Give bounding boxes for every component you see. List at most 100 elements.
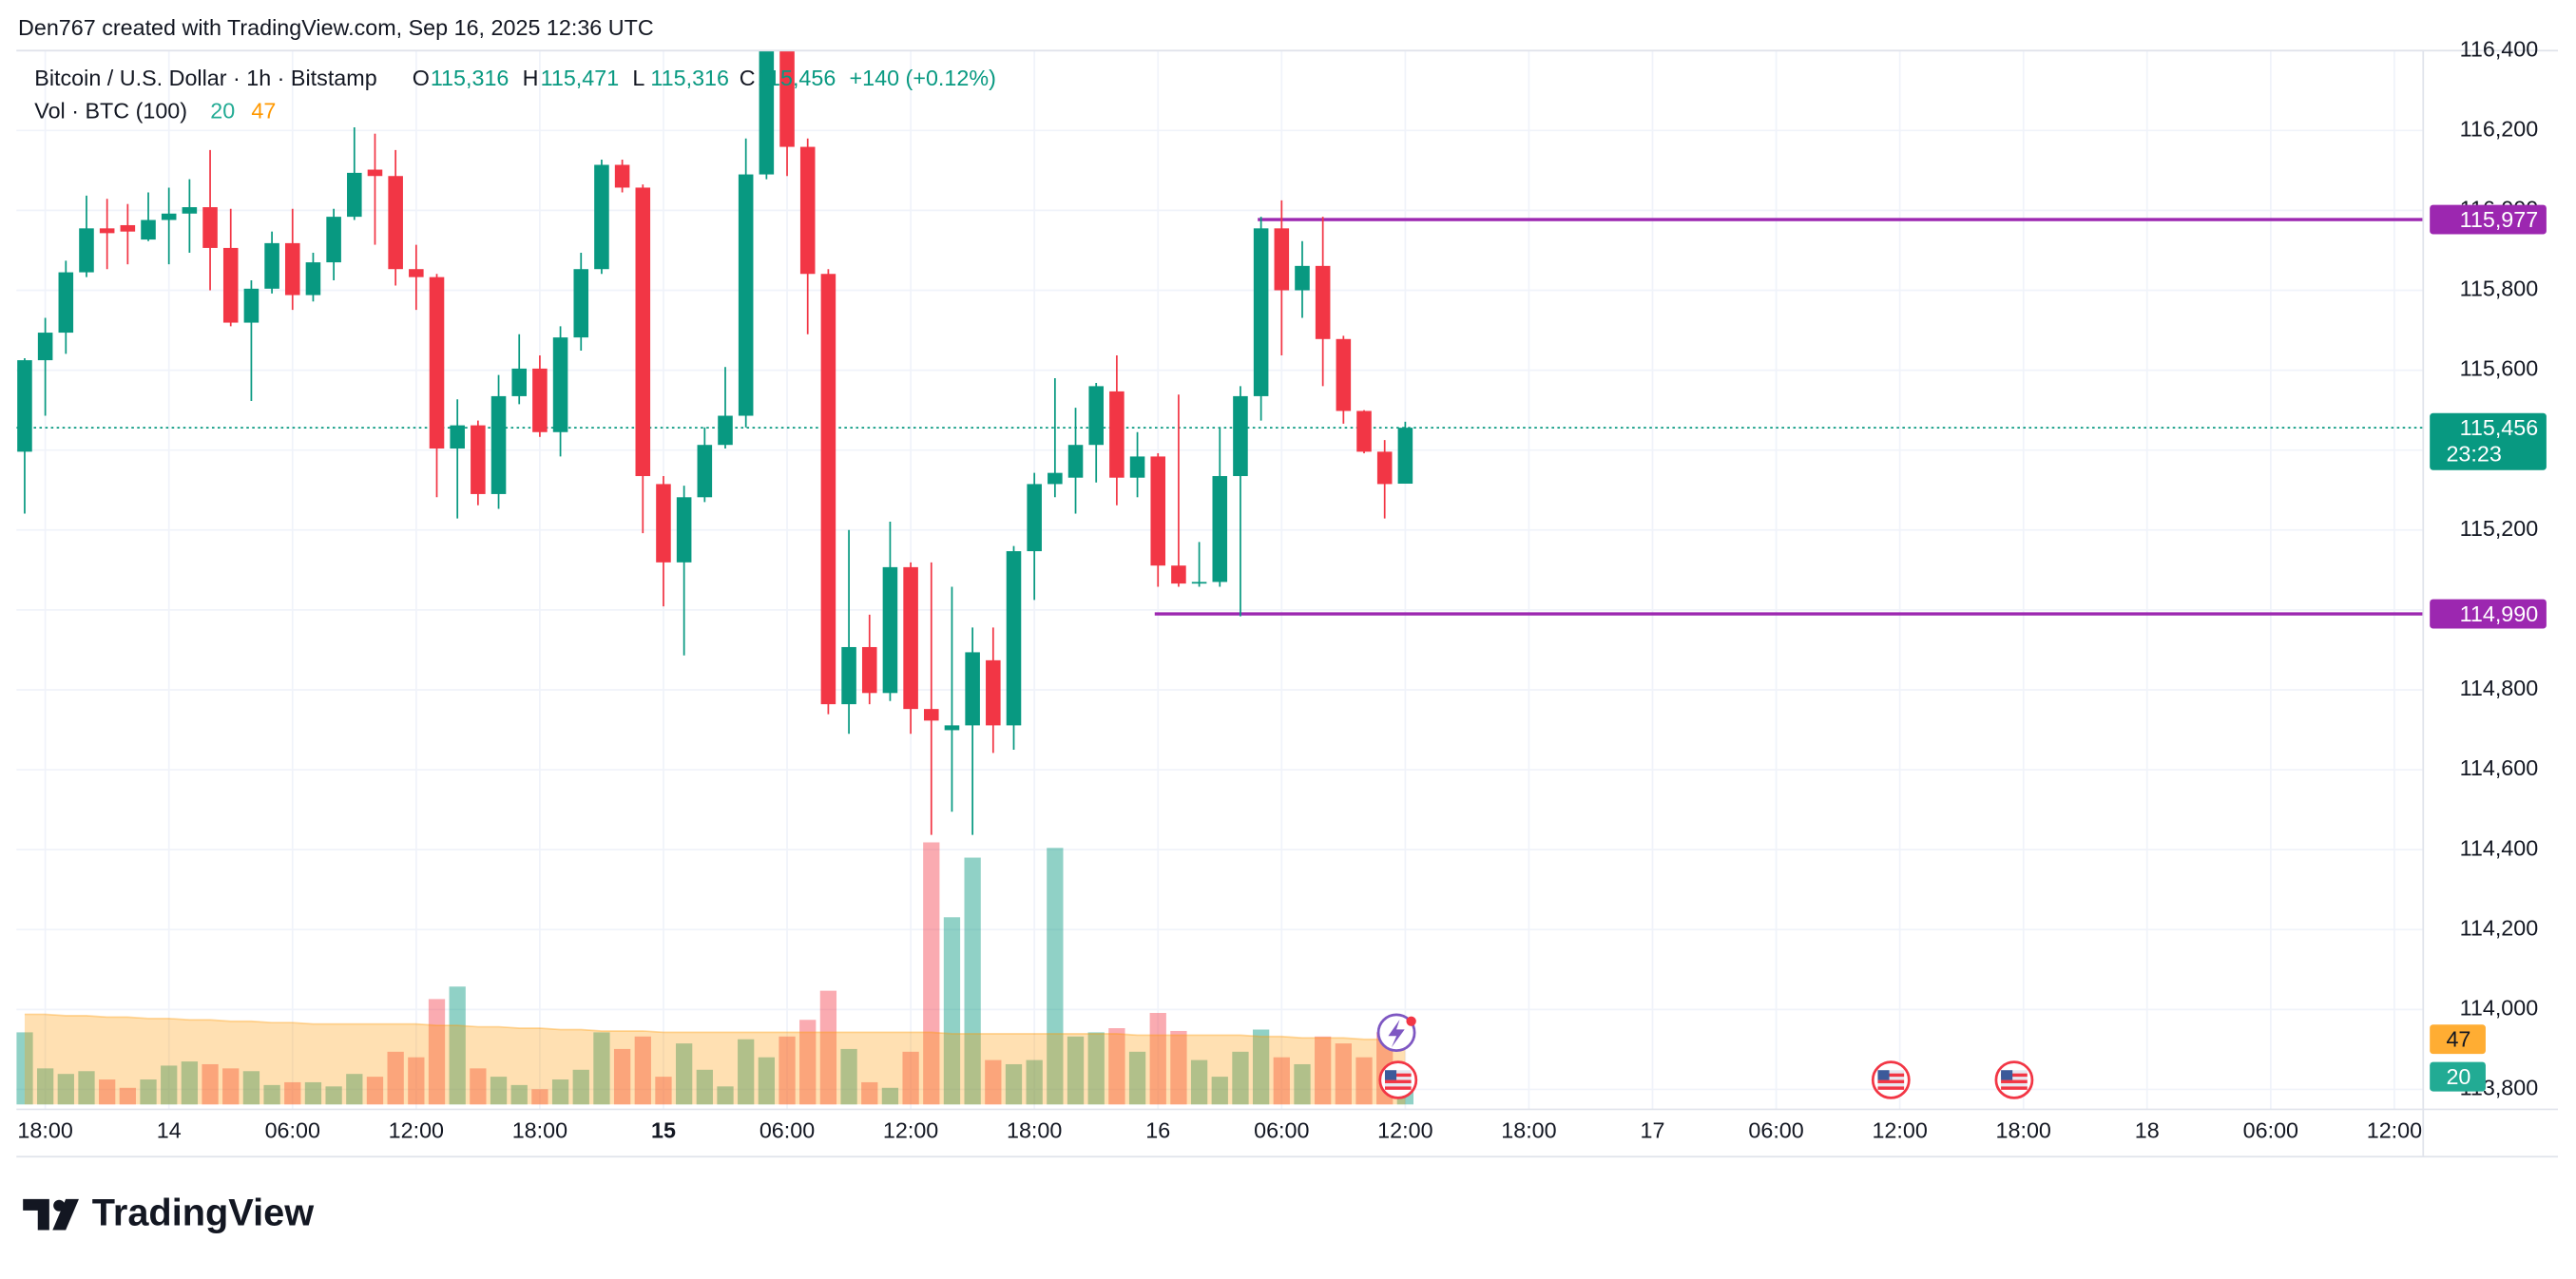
volume-bar: [1252, 1029, 1270, 1105]
volume-bar: [799, 1020, 817, 1105]
candle-body: [58, 272, 74, 334]
volume-bar: [1273, 1057, 1290, 1105]
volume-bar: [572, 1069, 589, 1105]
candle-body: [759, 50, 775, 175]
x-tick-label: 12:00: [1377, 1118, 1432, 1143]
volume-bar: [36, 1068, 54, 1105]
candle-body: [1274, 228, 1290, 291]
volume-bar: [1149, 1012, 1166, 1105]
level-label: 115,977: [2460, 207, 2539, 232]
volume-bar: [758, 1057, 776, 1105]
candle-body: [471, 425, 486, 494]
volume-bar: [119, 1087, 136, 1105]
candle-body: [429, 277, 445, 449]
volume-bar: [1067, 1036, 1085, 1105]
legend: Bitcoin / U.S. Dollar · 1h · Bitstamp Vo…: [34, 66, 996, 123]
x-tick-label: 18:00: [1501, 1118, 1556, 1143]
volume-bar: [613, 1048, 631, 1105]
x-tick-label: 18:00: [17, 1118, 72, 1143]
volume-bar: [1128, 1051, 1146, 1105]
volume-bar: [242, 1071, 260, 1105]
y-tick-label: 115,200: [2460, 516, 2539, 541]
volume-ma-area: [24, 1014, 1406, 1105]
y-tick-label: 114,400: [2460, 835, 2539, 860]
volume-bar: [840, 1048, 857, 1105]
ohlc-value: 115,316: [650, 66, 729, 90]
candle-body: [367, 169, 383, 177]
level-label: 114,990: [2460, 601, 2539, 626]
candle-body: [718, 415, 733, 446]
volume-ma-label: 47: [2446, 1027, 2470, 1052]
candle-body: [882, 566, 898, 694]
volume-bar: [902, 1051, 919, 1105]
candle-body: [1315, 265, 1331, 339]
candle-body: [738, 174, 754, 416]
candle-body: [264, 242, 279, 289]
candle-body: [697, 445, 713, 498]
symbol-title: Bitcoin / U.S. Dollar · 1h · Bitstamp: [34, 66, 376, 90]
candle-body: [1171, 565, 1186, 584]
candle-body: [1150, 456, 1166, 566]
volume-bar: [943, 917, 961, 1105]
x-tick-label: 06:00: [1748, 1118, 1803, 1143]
volume-bar: [490, 1077, 508, 1105]
candle-body: [986, 659, 1001, 726]
volume-ma-badge: [2430, 1024, 2486, 1055]
volume-bar: [1315, 1036, 1332, 1105]
volume-bar: [923, 842, 940, 1105]
candle-body: [222, 247, 239, 323]
volume-bar: [1294, 1063, 1311, 1105]
x-tick-label: 18: [2135, 1118, 2160, 1143]
event-icons: [1376, 1013, 2034, 1099]
volume-bar: [1108, 1028, 1125, 1105]
candle-body: [614, 164, 630, 188]
candle-body: [1067, 445, 1084, 478]
volume-bar: [531, 1089, 548, 1105]
x-tick-label: 12:00: [1872, 1118, 1927, 1143]
candle-body: [1336, 338, 1352, 411]
brand-logo: TradingView: [23, 1193, 314, 1233]
volume-ma-line: [24, 1013, 1406, 1040]
candle-body: [161, 213, 177, 220]
x-tick-label: 18:00: [1996, 1118, 2051, 1143]
candle-body: [532, 368, 548, 432]
candle-body: [676, 497, 692, 563]
candle-body: [1397, 428, 1413, 485]
candle-body: [944, 725, 960, 731]
candle-body: [656, 484, 671, 563]
volume-bar: [263, 1084, 280, 1105]
volume-bar: [593, 1032, 610, 1105]
volume-bar: [78, 1071, 95, 1105]
ohlc-key: O: [413, 66, 430, 90]
y-tick-label: 116,200: [2460, 117, 2539, 142]
candle-body: [99, 228, 115, 234]
candle-body: [861, 646, 877, 694]
volume-badge: [2430, 1061, 2486, 1092]
volume-label: 20: [2446, 1064, 2470, 1089]
candle-body: [820, 274, 836, 705]
volume-bar: [202, 1063, 219, 1105]
candle-body: [1295, 265, 1310, 291]
volume-bar: [470, 1068, 487, 1105]
candle-body: [779, 50, 795, 147]
legend-volume-ma: 47: [251, 99, 276, 124]
volume-bar: [366, 1077, 384, 1105]
change: +140 (+0.12%): [850, 66, 996, 90]
y-tick-label: 115,600: [2460, 356, 2539, 381]
axes: 113,800114,000114,200114,400114,600114,8…: [17, 36, 2547, 1143]
ohlc-value: 115,471: [541, 66, 620, 90]
candle-body: [284, 242, 300, 296]
x-tick-label: 15: [651, 1118, 676, 1143]
event-flag: [1378, 1060, 1418, 1099]
volume-bar: [181, 1061, 199, 1105]
volume-bar: [551, 1079, 569, 1105]
lightning-icon: [1376, 1013, 1416, 1053]
candle-body: [243, 288, 260, 323]
volume-bar: [1355, 1057, 1373, 1105]
ohlc-key: C: [740, 66, 756, 90]
event-flag: [1871, 1060, 1911, 1099]
volume-bar: [1047, 848, 1064, 1105]
candle-body: [37, 333, 53, 361]
candle-body: [388, 176, 403, 270]
